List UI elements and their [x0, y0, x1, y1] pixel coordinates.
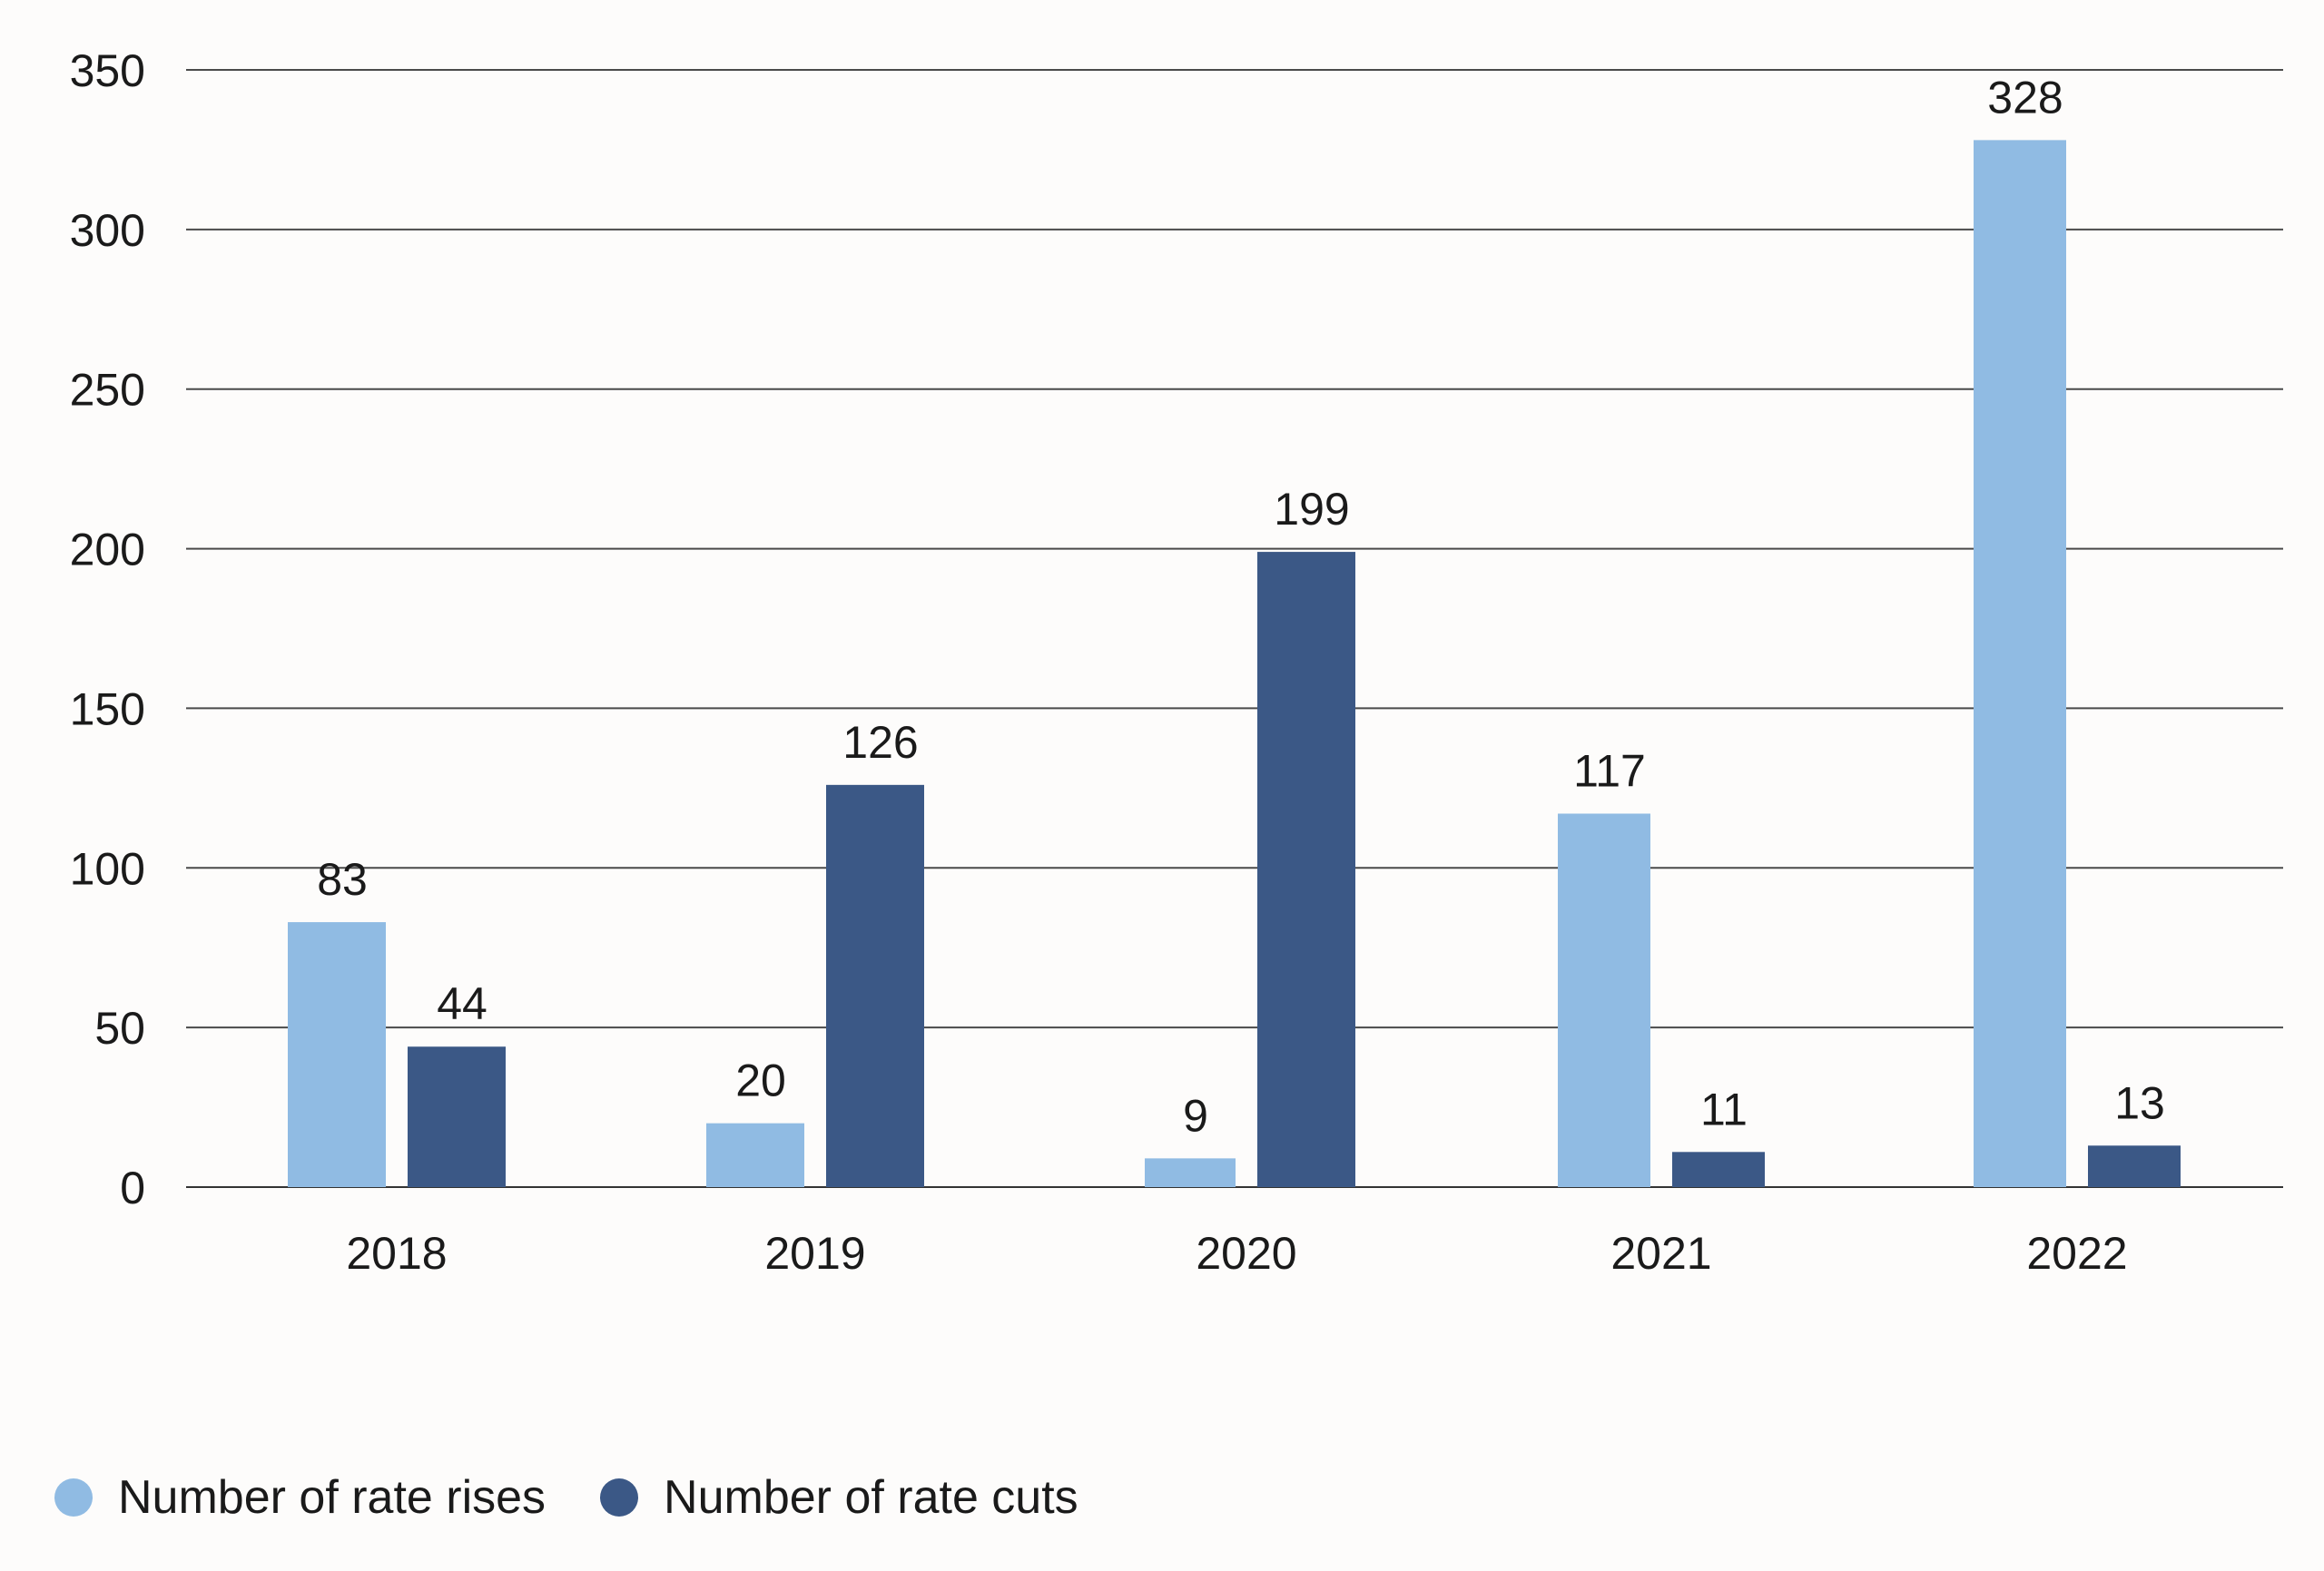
x-tick-label-2020: 2020	[1196, 1228, 1296, 1279]
bars	[288, 140, 2181, 1187]
data-labels: 83 44 20 126 9 199 117 11 328 13	[317, 72, 2165, 1141]
data-label-rate-rises-2022: 328	[1987, 72, 2063, 123]
data-label-rate-rises-2020: 9	[1183, 1090, 1208, 1141]
data-label-rate-rises-2021: 117	[1573, 745, 1646, 796]
bar-rate-cuts-2022	[2088, 1145, 2181, 1187]
bar-rate-rises-2018	[288, 922, 386, 1187]
legend-swatch-rate-cuts	[600, 1478, 639, 1517]
y-tick-label-250: 250	[70, 365, 145, 416]
y-tick-label-300: 300	[70, 205, 145, 256]
bar-rate-rises-2020	[1145, 1158, 1236, 1187]
y-tick-label-50: 50	[94, 1003, 145, 1054]
gridlines	[186, 69, 2283, 1188]
data-label-rate-cuts-2021: 11	[1700, 1084, 1748, 1134]
y-tick-label-350: 350	[70, 45, 145, 96]
bar-rate-rises-2021	[1558, 813, 1650, 1187]
x-tick-label-2021: 2021	[1610, 1228, 1711, 1279]
y-tick-label-150: 150	[70, 683, 145, 734]
legend: Number of rate rises Number of rate cuts	[54, 1470, 1133, 1525]
x-tick-label-2022: 2022	[2026, 1228, 2127, 1279]
legend-label-rate-rises: Number of rate rises	[118, 1471, 547, 1524]
data-label-rate-cuts-2019: 126	[842, 717, 918, 768]
data-label-rate-cuts-2020: 199	[1274, 484, 1349, 535]
bar-rate-rises-2019	[706, 1123, 804, 1187]
y-tick-label-200: 200	[70, 525, 145, 575]
bar-rate-cuts-2020	[1257, 552, 1355, 1187]
data-label-rate-rises-2018: 83	[317, 854, 368, 905]
y-axis-ticks: 0 50 100 150 200 250 300 350	[70, 45, 145, 1213]
data-label-rate-cuts-2022: 13	[2114, 1077, 2165, 1128]
bar-rate-cuts-2018	[408, 1046, 506, 1187]
legend-item-rate-rises: Number of rate rises	[54, 1470, 546, 1525]
y-tick-label-0: 0	[120, 1163, 145, 1213]
x-tick-label-2018: 2018	[346, 1228, 447, 1279]
y-tick-label-100: 100	[70, 843, 145, 894]
legend-swatch-rate-rises	[54, 1478, 93, 1517]
bar-rate-cuts-2021	[1672, 1152, 1765, 1187]
data-label-rate-rises-2019: 20	[735, 1056, 786, 1106]
bar-rate-rises-2022	[1974, 140, 2066, 1187]
data-label-rate-cuts-2018: 44	[437, 978, 487, 1029]
legend-label-rate-cuts: Number of rate cuts	[664, 1471, 1078, 1524]
x-axis-ticks: 2018 2019 2020 2021 2022	[346, 1228, 2127, 1279]
x-tick-label-2019: 2019	[764, 1228, 865, 1279]
legend-item-rate-cuts: Number of rate cuts	[600, 1470, 1078, 1525]
bar-rate-cuts-2019	[826, 784, 924, 1187]
